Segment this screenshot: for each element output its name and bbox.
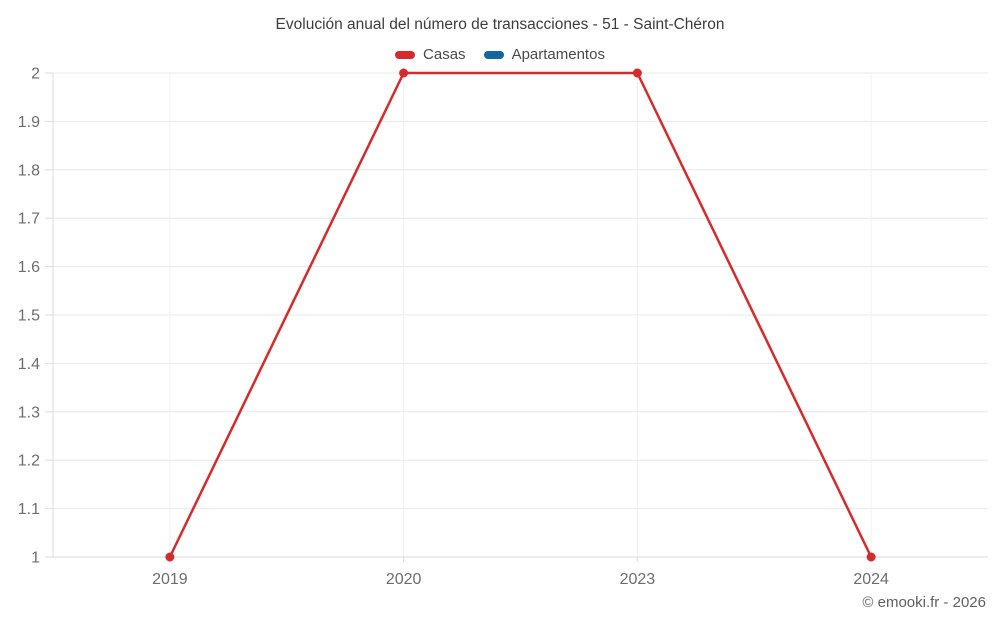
legend-item-apartamentos[interactable]: Apartamentos [483, 46, 605, 63]
apartamentos-legend-label: Apartamentos [511, 46, 605, 63]
x-axis-tick-label: 2019 [152, 571, 188, 588]
data-point-casas[interactable] [866, 552, 876, 562]
series-line-casas [168, 71, 873, 559]
x-axis-tick-label: 2024 [853, 571, 889, 588]
watermark: © emooki.fr - 2026 [862, 594, 986, 611]
y-axis-tick-label: 2 [31, 66, 40, 83]
x-axis-tick-label: 2020 [386, 571, 422, 588]
data-point-casas[interactable] [399, 68, 409, 78]
y-axis-tick-label: 1.1 [18, 501, 40, 518]
x-axis-tick-label: 2023 [620, 571, 656, 588]
chart-title: Evolución anual del número de transaccio… [275, 16, 725, 33]
apartamentos-series-marker-icon [483, 50, 504, 59]
data-point-casas[interactable] [165, 552, 175, 562]
y-axis-tick-label: 1.7 [18, 211, 40, 228]
y-axis-tick-label: 1.8 [18, 162, 40, 179]
y-axis-tick-label: 1.5 [18, 308, 40, 325]
casas-series-marker-icon [395, 50, 416, 59]
casas-legend-label: Casas [423, 46, 466, 63]
y-axis-tick-label: 1.6 [18, 259, 40, 276]
chart-legend: Casas Apartamentos [0, 46, 1000, 63]
legend-item-casas[interactable]: Casas [395, 46, 466, 63]
y-axis-tick-label: 1.2 [18, 453, 40, 470]
y-axis-tick-label: 1 [31, 550, 40, 567]
y-axis-tick-label: 1.9 [18, 114, 40, 131]
data-point-casas[interactable] [632, 68, 642, 78]
y-axis-tick-label: 1.3 [18, 404, 40, 421]
y-axis-tick-label: 1.4 [18, 356, 40, 373]
